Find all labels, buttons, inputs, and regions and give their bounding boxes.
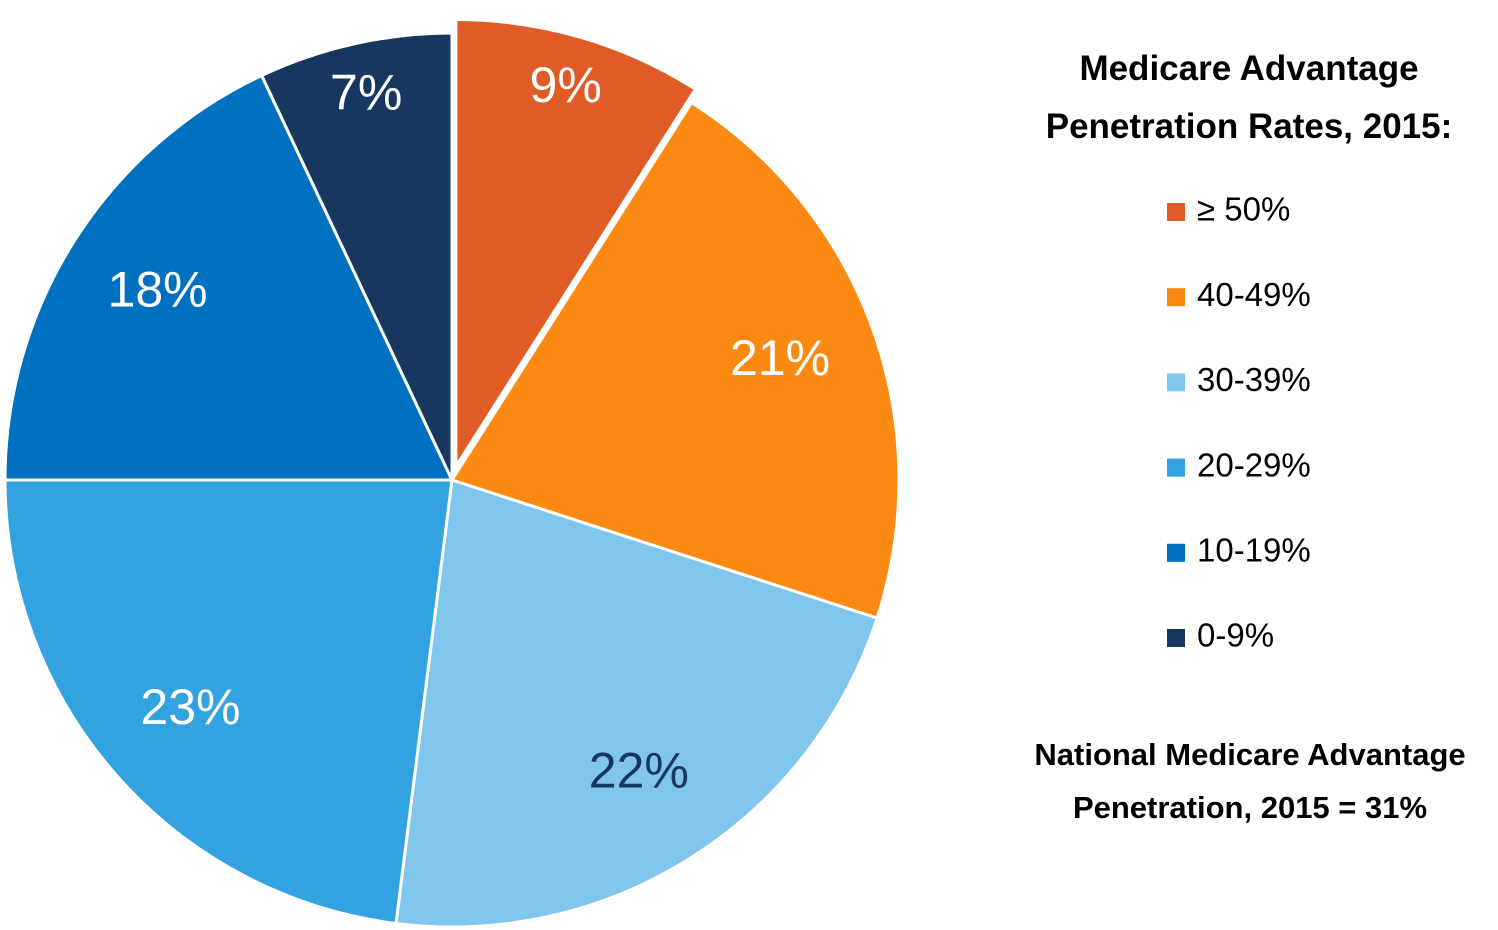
data-label: 7% — [330, 64, 402, 120]
data-label: 18% — [108, 261, 208, 317]
data-label: 22% — [589, 743, 689, 799]
legend-label: 40-49% — [1197, 276, 1311, 313]
legend-swatch — [1167, 458, 1185, 477]
legend-label: 0-9% — [1197, 617, 1274, 654]
pie-slice — [3, 478, 454, 926]
legend-label: 30-39% — [1197, 361, 1311, 398]
legend-swatch — [1167, 203, 1185, 221]
legend-label: ≥ 50% — [1197, 191, 1290, 228]
pie-slice — [454, 18, 698, 472]
legend-label: 20-29% — [1197, 446, 1311, 483]
annotation: National Medicare Advantage Penetration,… — [1034, 737, 1466, 825]
pie-slice — [3, 73, 455, 482]
data-label: 21% — [730, 330, 830, 386]
pie-slice — [259, 31, 454, 481]
legend-label: 10-19% — [1197, 532, 1311, 569]
pie-slice — [394, 478, 880, 929]
pie-slice — [449, 100, 901, 621]
data-label: 23% — [140, 679, 240, 735]
legend-title: Medicare Advantage Penetration Rates, 20… — [1045, 49, 1453, 146]
legend-swatch — [1167, 629, 1185, 647]
legend-swatch — [1167, 288, 1185, 307]
legend-swatch — [1167, 373, 1185, 392]
data-label: 9% — [530, 57, 602, 113]
legend-swatch — [1167, 543, 1185, 562]
